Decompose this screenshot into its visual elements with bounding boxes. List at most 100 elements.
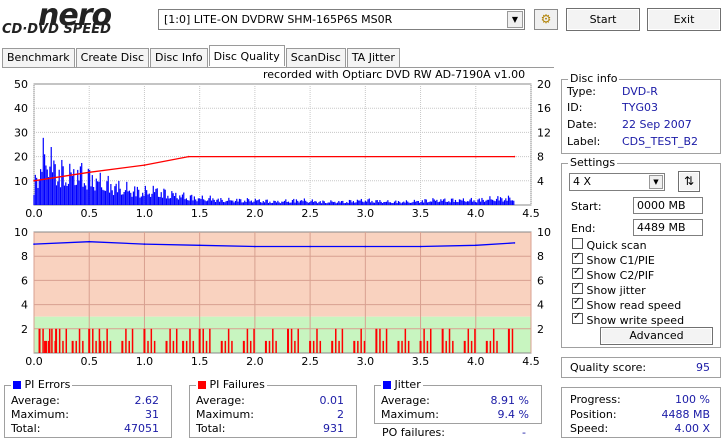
x-tick-label: 0.5 (80, 355, 98, 368)
checkbox-row[interactable]: Show read speed (572, 296, 681, 312)
pif-bar (316, 328, 318, 353)
end-mb-input[interactable]: 4489 MB (633, 219, 703, 236)
checkbox[interactable] (572, 296, 583, 309)
start-mb-input[interactable]: 0000 MB (633, 197, 703, 214)
speed-select[interactable]: 4 X ▼ (569, 173, 665, 191)
x-tick-label: 1.0 (136, 207, 154, 220)
pif-bar (360, 328, 362, 353)
x-tick-label: 1.5 (191, 207, 209, 220)
pie-maximum-label: Maximum: (11, 408, 69, 421)
y-right-tick-label: 10 (537, 226, 551, 239)
y-right-tick-label: 6 (537, 274, 544, 287)
chevron-down-icon[interactable]: ▼ (507, 11, 523, 28)
checkbox-label: Show jitter (583, 284, 646, 297)
pif-bar (198, 328, 201, 353)
quality-score-box: Quality score: 95 (561, 357, 721, 378)
y-right-tick-label: 4 (537, 299, 544, 312)
checkbox[interactable] (572, 311, 583, 324)
pif-bar (319, 340, 322, 353)
x-tick-label: 2.0 (246, 207, 264, 220)
pif-bar (109, 340, 112, 353)
checkbox[interactable] (572, 238, 583, 249)
pif-bar (165, 340, 168, 353)
pif-bar (78, 328, 81, 353)
jitter-average-value: 8.91 % (490, 394, 529, 407)
tab-create-disc[interactable]: Create Disc (75, 48, 150, 67)
y-right-tick-label: 2 (537, 323, 544, 336)
y-left-tick-label: 2 (21, 323, 28, 336)
jitter-legend-swatch (383, 381, 391, 389)
pi-failures-title: PI Failures (196, 378, 267, 391)
checkbox-row[interactable]: Show write speed (572, 311, 684, 327)
tab-ta-jitter[interactable]: TA Jitter (346, 48, 400, 67)
start-button[interactable]: Start (566, 8, 640, 31)
pif-legend-swatch (198, 381, 206, 389)
pi-errors-title: PI Errors (11, 378, 73, 391)
pif-bar (496, 340, 498, 353)
tab-disc-quality[interactable]: Disc Quality (208, 45, 285, 66)
read-speed-point (88, 171, 91, 174)
speed-select-value: 4 X (573, 175, 592, 188)
checkbox[interactable] (572, 251, 583, 264)
drive-select[interactable]: [1:0] LITE-ON DVDRW SHM-165P6S MS0R ▼ (158, 9, 525, 30)
checkbox-label: Show C2/PIF (583, 269, 655, 282)
pif-bar (357, 340, 359, 353)
read-speed-point (254, 155, 256, 158)
checkbox[interactable] (572, 266, 583, 279)
pif-bar (312, 340, 315, 353)
x-tick-label: 4.5 (522, 355, 540, 368)
pif-bar (253, 328, 255, 353)
tab-benchmark[interactable]: Benchmark (2, 48, 75, 67)
advanced-button[interactable]: Advanced (600, 327, 713, 345)
type-label: Type: (567, 85, 596, 98)
pif-bar (331, 340, 334, 353)
pif-bar (48, 328, 51, 353)
pif-bar (423, 328, 425, 353)
checkbox-row[interactable]: Show C2/PIF (572, 266, 655, 282)
disc-label-value: CDS_TEST_B2 (622, 135, 699, 148)
pif-bar (202, 328, 204, 353)
pif-bar (268, 340, 271, 353)
y-right-tick-label: 12 (537, 126, 551, 139)
checkbox-row[interactable]: Show jitter (572, 281, 646, 297)
disc-id-value: TYG03 (622, 101, 658, 114)
chevron-down-icon[interactable]: ▼ (649, 175, 663, 189)
pif-bar (45, 340, 48, 353)
pif-bar (231, 340, 233, 353)
pif-bar (131, 328, 134, 353)
pif-bar (264, 340, 267, 353)
eject-settings-button[interactable]: ⚙ (534, 9, 558, 30)
tab-disc-info[interactable]: Disc Info (150, 48, 208, 67)
pif-bar (426, 340, 429, 353)
po-failures-label: PO failures: (382, 426, 445, 439)
jitter-line (33, 241, 515, 248)
pif-bar (153, 340, 156, 353)
pif-bar (169, 328, 171, 353)
refresh-speed-button[interactable]: ⇅ (678, 171, 700, 192)
disc-type-value: DVD-R (622, 85, 658, 98)
pif-bar (297, 328, 299, 353)
checkbox-row[interactable]: Show C1/PIE (572, 251, 655, 267)
checkbox[interactable] (572, 281, 583, 294)
exit-button[interactable]: Exit (647, 8, 721, 31)
jitter-point (143, 243, 146, 245)
pif-bar (507, 328, 510, 353)
read-speed-point (143, 164, 146, 166)
progress-box: Progress: 100 % Position: 4488 MB Speed:… (561, 387, 721, 438)
x-tick-label: 2.5 (301, 355, 319, 368)
pi-failures-group: PI Failures Average: 0.01 Maximum: 2 Tot… (189, 378, 357, 438)
pif-bar (147, 340, 149, 353)
speed-label: Speed: (570, 422, 609, 435)
jitter-group: Jitter Average: 8.91 % Maximum: 9.4 % (374, 378, 542, 424)
y-left-tick-label: 20 (14, 151, 28, 164)
jitter-point (33, 243, 35, 245)
pif-maximum-label: Maximum: (196, 408, 254, 421)
pif-bar (338, 340, 340, 353)
checkbox-row[interactable]: Quick scan (572, 238, 647, 252)
pif-bar (407, 340, 410, 353)
read-speed-line (33, 155, 515, 182)
y-right-tick-label: 8 (537, 151, 544, 164)
tab-scandisc[interactable]: ScanDisc (285, 48, 346, 67)
pif-bar (182, 340, 185, 353)
settings-group: Settings 4 X ▼ ⇅ Start: 0000 MB End: 448… (561, 156, 721, 348)
